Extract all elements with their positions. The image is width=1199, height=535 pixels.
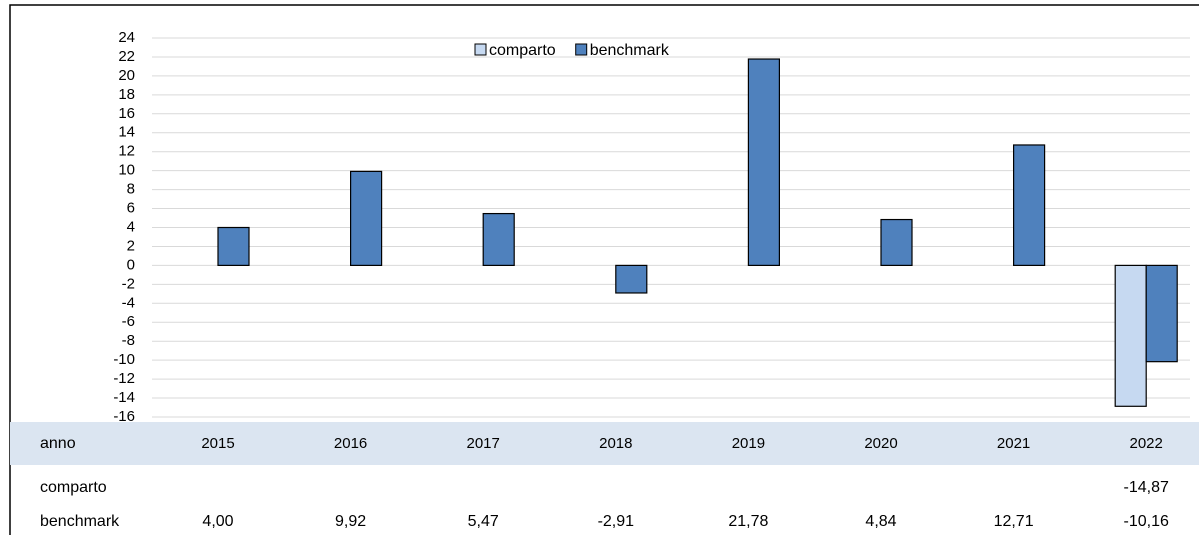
legend-swatch (474, 43, 487, 56)
bar (1012, 144, 1046, 266)
x-tick-label: 2018 (599, 435, 632, 452)
y-tick-label: -8 (122, 332, 135, 349)
table-value: -10,16 (1124, 513, 1169, 530)
y-tick-label: -6 (122, 313, 135, 330)
table-row-label: benchmark (40, 513, 120, 530)
chart-border (9, 4, 1199, 535)
bar (1145, 264, 1178, 363)
y-tick-label: -4 (122, 294, 135, 311)
table-header-background (10, 422, 1199, 465)
table-value: -14,87 (1124, 479, 1169, 496)
y-tick-label: 18 (118, 86, 135, 103)
y-tick-label: 14 (118, 124, 135, 141)
y-tick-label: 4 (127, 218, 135, 235)
y-tick-label: -12 (113, 370, 135, 387)
table-value: -2,91 (598, 513, 635, 530)
table-value: 4,84 (865, 513, 896, 530)
y-tick-label: 16 (118, 105, 135, 122)
bar (350, 170, 383, 267)
y-tick-label: 10 (118, 162, 135, 179)
table-header-label: anno (40, 435, 76, 452)
y-tick-label: -16 (113, 408, 135, 425)
y-tick-label: -14 (113, 389, 135, 406)
bar (747, 58, 781, 266)
x-tick-label: 2019 (732, 435, 765, 452)
table-row-label: comparto (40, 479, 107, 496)
bar (482, 212, 515, 266)
x-tick-label: 2017 (467, 435, 500, 452)
bar (880, 218, 913, 267)
y-tick-label: 6 (127, 200, 135, 217)
legend-swatch (575, 43, 588, 56)
bar (1114, 264, 1147, 407)
y-tick-label: 8 (127, 181, 135, 198)
table-value: 9,92 (335, 513, 366, 530)
legend-label: comparto (489, 42, 556, 59)
y-tick-label: 0 (127, 256, 135, 273)
table-value: 21,78 (728, 513, 768, 530)
table-value: 12,71 (994, 513, 1034, 530)
table-value: 5,47 (468, 513, 499, 530)
y-tick-label: 2 (127, 237, 135, 254)
y-tick-label: 22 (118, 48, 135, 65)
y-tick-label: 12 (118, 143, 135, 160)
y-tick-label: -2 (122, 275, 135, 292)
legend-label: benchmark (590, 42, 670, 59)
y-tick-label: -10 (113, 351, 135, 368)
bar (615, 264, 648, 294)
x-tick-label: 2020 (864, 435, 897, 452)
x-tick-label: 2022 (1130, 435, 1163, 452)
bar (217, 226, 250, 267)
x-tick-label: 2015 (201, 435, 234, 452)
y-tick-label: 20 (118, 67, 135, 84)
y-tick-label: 24 (118, 29, 135, 46)
x-tick-label: 2021 (997, 435, 1030, 452)
x-tick-label: 2016 (334, 435, 367, 452)
table-value: 4,00 (202, 513, 233, 530)
